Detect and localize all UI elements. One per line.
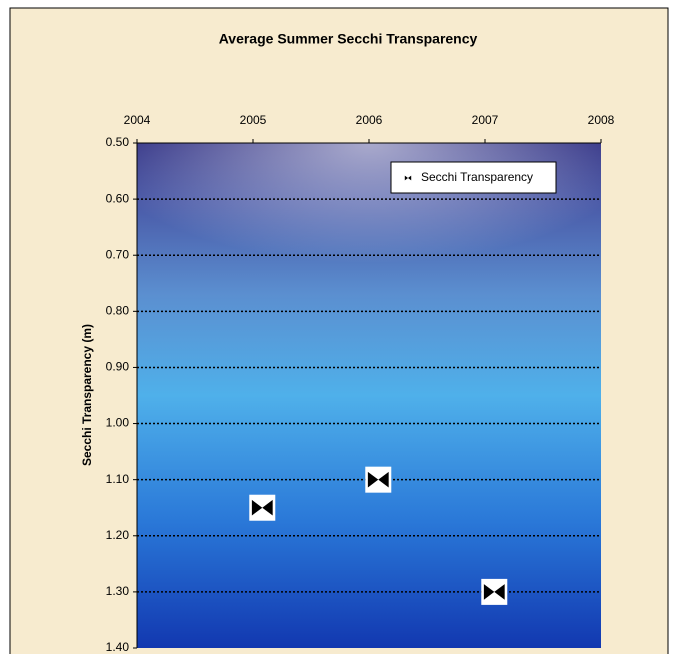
x-tick-label: 2004 [124, 113, 151, 127]
marker-shape [367, 471, 389, 488]
y-axis-label: Secchi Transparency (m) [80, 324, 94, 466]
point [249, 494, 276, 521]
y-tick-label: 1.00 [106, 416, 130, 430]
x-tick-label: 2006 [356, 113, 383, 127]
y-tick-label: 1.40 [106, 640, 130, 654]
chart-title: Average Summer Secchi Transparency [219, 31, 478, 47]
marker-shape [404, 175, 412, 181]
x-tick-label: 2005 [240, 113, 267, 127]
y-tick-label: 0.50 [106, 135, 130, 149]
y-tick-label: 1.30 [106, 584, 130, 598]
y-tick-label: 1.20 [106, 528, 130, 542]
legend-box [390, 161, 557, 194]
y-tick-label: 0.60 [106, 191, 130, 205]
y-tick-label: 0.80 [106, 304, 130, 318]
y-tick-label: 1.10 [106, 472, 130, 486]
y-tick-label: 0.70 [106, 247, 130, 261]
marker-shape [483, 584, 505, 600]
legend-label: Secchi Transparency [421, 170, 533, 184]
legend-marker [404, 174, 412, 182]
point [481, 578, 508, 605]
x-tick-label: 2008 [588, 113, 615, 127]
point [365, 466, 392, 493]
marker-shape [251, 499, 273, 516]
x-tick-label: 2007 [472, 113, 499, 127]
y-tick-label: 0.90 [106, 360, 130, 374]
